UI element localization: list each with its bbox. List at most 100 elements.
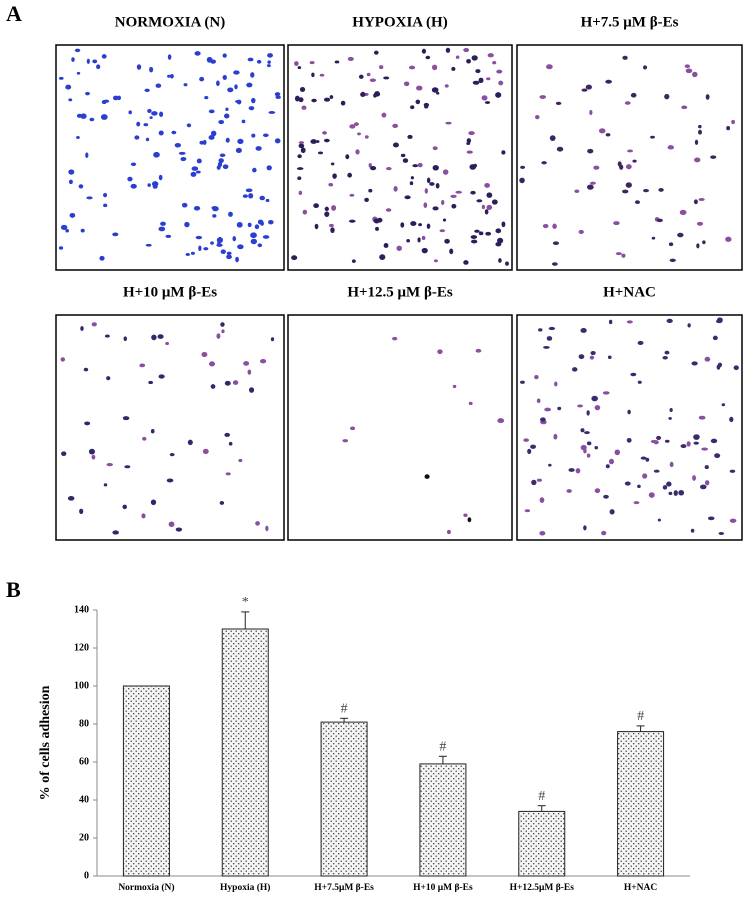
cell xyxy=(589,355,595,360)
cell xyxy=(60,224,68,230)
cell xyxy=(136,64,142,70)
cell xyxy=(445,47,451,53)
cell xyxy=(76,135,80,139)
cell xyxy=(145,243,152,247)
cell xyxy=(165,234,172,238)
cell xyxy=(330,162,335,166)
bar xyxy=(617,731,665,877)
cell xyxy=(91,454,96,460)
cell xyxy=(668,416,672,420)
cell xyxy=(556,146,564,152)
cell xyxy=(586,184,594,190)
cell xyxy=(417,237,421,243)
cell xyxy=(536,398,541,404)
cell xyxy=(112,95,119,101)
cell xyxy=(653,440,659,445)
cell xyxy=(593,165,600,170)
cell xyxy=(88,448,96,455)
cell xyxy=(487,53,494,58)
significance-mark: # xyxy=(439,740,446,755)
cell xyxy=(669,461,674,468)
cell xyxy=(637,340,644,345)
cell xyxy=(204,96,209,100)
cell xyxy=(234,100,242,103)
cell xyxy=(699,484,707,490)
cell xyxy=(692,71,698,78)
cell xyxy=(614,449,621,456)
cell xyxy=(486,204,493,211)
cell xyxy=(552,241,560,246)
cell xyxy=(328,183,334,187)
cell xyxy=(250,72,255,78)
cell xyxy=(294,61,299,66)
cell xyxy=(463,260,469,265)
cell xyxy=(668,491,673,496)
cell xyxy=(366,72,371,77)
y-tick-label: 40 xyxy=(79,794,89,805)
cell xyxy=(270,337,275,342)
micrograph xyxy=(55,44,285,271)
x-tick-label: Normoxia (N) xyxy=(118,882,174,893)
cell xyxy=(577,404,584,408)
cell xyxy=(237,244,244,250)
cell xyxy=(219,153,226,157)
cell xyxy=(248,193,254,199)
cell xyxy=(112,530,119,535)
cell xyxy=(251,97,256,104)
cell xyxy=(432,64,438,71)
cell xyxy=(469,164,477,170)
micrograph xyxy=(287,314,513,541)
cell xyxy=(171,130,177,135)
cell xyxy=(218,158,224,164)
cell xyxy=(575,468,581,474)
cell xyxy=(224,380,231,386)
cell xyxy=(78,184,84,189)
cell xyxy=(396,245,402,251)
bar xyxy=(122,685,170,877)
cell xyxy=(122,416,130,421)
cell xyxy=(643,189,649,193)
cell xyxy=(678,489,685,496)
cell xyxy=(685,68,693,74)
cell xyxy=(235,256,239,263)
cell xyxy=(228,211,233,217)
cell xyxy=(478,231,484,236)
cell xyxy=(495,92,502,98)
cell xyxy=(424,188,428,194)
cell xyxy=(103,193,108,198)
cell xyxy=(80,228,85,233)
cell xyxy=(468,131,475,136)
cell xyxy=(608,458,615,465)
cell xyxy=(578,229,584,235)
cell xyxy=(534,115,540,120)
cell xyxy=(232,380,239,386)
cell xyxy=(224,113,230,119)
cell xyxy=(474,229,480,233)
cell xyxy=(331,205,337,211)
cell xyxy=(624,481,631,486)
cell xyxy=(402,158,409,163)
cell xyxy=(640,456,647,460)
cell xyxy=(186,123,192,128)
cell xyxy=(267,53,274,58)
cell xyxy=(481,95,488,101)
cell xyxy=(669,258,676,262)
cell xyxy=(141,513,146,519)
cell xyxy=(252,167,257,173)
cell xyxy=(541,161,547,165)
cell xyxy=(543,345,550,349)
cell xyxy=(666,318,673,324)
cell xyxy=(643,65,648,70)
cell xyxy=(571,367,578,372)
cell xyxy=(158,226,166,232)
cell xyxy=(466,138,472,144)
cell xyxy=(442,169,449,175)
cell xyxy=(497,418,505,424)
cell xyxy=(662,485,668,490)
cell xyxy=(174,143,181,148)
cell xyxy=(621,253,626,258)
cell xyxy=(298,141,305,144)
cell xyxy=(539,95,547,99)
cell xyxy=(296,167,304,171)
cell xyxy=(243,361,250,366)
